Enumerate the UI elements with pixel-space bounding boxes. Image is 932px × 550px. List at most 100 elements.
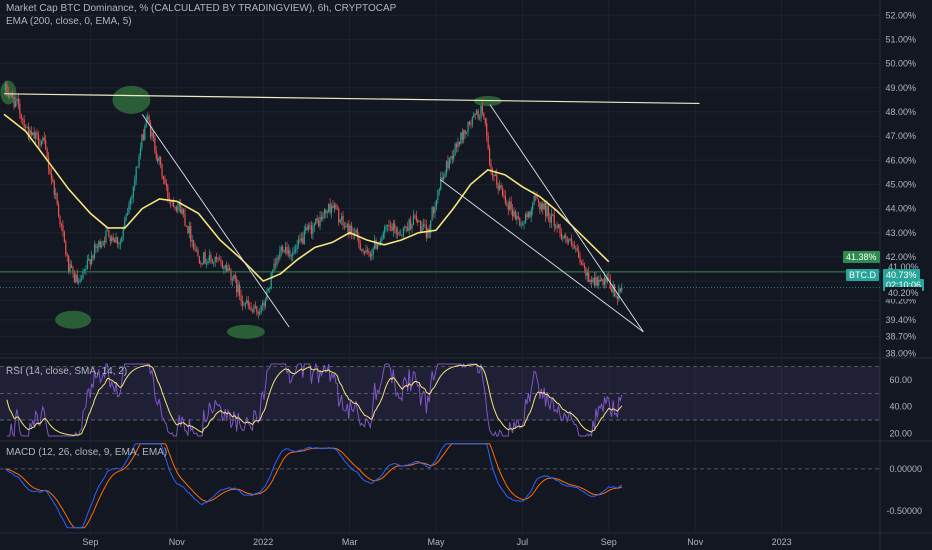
- candle-body: [395, 228, 397, 234]
- candle-body: [322, 215, 324, 220]
- candle-body: [177, 206, 179, 211]
- price-tick-label: 49.00%: [885, 83, 916, 93]
- candle-body: [264, 300, 267, 307]
- price-badge: 40.73%: [883, 269, 920, 281]
- candle-body: [557, 224, 560, 229]
- candle-body: [96, 246, 98, 249]
- macd-pane: [0, 443, 880, 529]
- candle-body: [68, 255, 70, 272]
- candle-body: [329, 203, 331, 213]
- candle-body: [52, 179, 54, 182]
- candle-body: [93, 244, 96, 258]
- candle-body: [82, 271, 84, 280]
- candle-body: [488, 148, 491, 165]
- candle-body: [348, 224, 350, 235]
- candle-body: [368, 251, 370, 254]
- price-tick-label: 52.00%: [885, 10, 916, 20]
- rsi-tick-label: 60.00: [889, 375, 912, 385]
- candle-body: [111, 237, 113, 242]
- rsi-pane: [0, 362, 880, 438]
- candle-body: [343, 226, 346, 228]
- highlight-marks: [0, 80, 502, 339]
- rsi-band: [0, 366, 880, 420]
- candle-body: [323, 210, 325, 216]
- candle-body: [221, 261, 223, 269]
- candle-body: [13, 97, 15, 107]
- candle-body: [477, 110, 479, 118]
- candle-body: [560, 232, 563, 239]
- candle-body: [523, 223, 525, 225]
- candle-body: [595, 277, 597, 286]
- candle-body: [461, 132, 463, 140]
- time-tick-label: Nov: [687, 537, 704, 547]
- candle-body: [103, 240, 106, 243]
- candle-body: [330, 205, 333, 213]
- symbol-badge[interactable]: BTC.D: [846, 269, 879, 281]
- candle-body: [359, 243, 361, 251]
- candle-body: [424, 224, 426, 226]
- trendline: [489, 104, 644, 333]
- candle-body: [371, 254, 373, 257]
- candle-body: [124, 220, 126, 229]
- candle-body: [451, 156, 453, 160]
- candle-body: [524, 213, 527, 224]
- candle-body: [375, 240, 377, 249]
- candle-body: [440, 177, 442, 190]
- candle-body: [565, 235, 567, 238]
- candle-body: [599, 279, 601, 282]
- candle-body: [474, 114, 476, 115]
- candles: [4, 80, 623, 319]
- candle-body: [85, 268, 87, 270]
- candle-body: [318, 220, 320, 227]
- candle-body: [454, 144, 456, 156]
- candle-body: [609, 279, 611, 289]
- candle-body: [349, 225, 351, 235]
- candle-body: [257, 312, 259, 314]
- candle-body: [32, 132, 34, 136]
- candle-body: [384, 226, 386, 233]
- candle-body: [568, 240, 570, 243]
- candle-body: [448, 157, 450, 169]
- candle-body: [509, 201, 511, 210]
- candle-body: [101, 245, 103, 248]
- chart-title: Market Cap BTC Dominance, % (CALCULATED …: [6, 3, 397, 14]
- candle-body: [576, 248, 578, 251]
- candle-body: [404, 226, 406, 228]
- candle-body: [116, 237, 119, 245]
- ema-line: [3, 113, 610, 283]
- candle-body: [297, 239, 300, 245]
- candle-body: [303, 230, 305, 244]
- candle-body: [601, 279, 603, 282]
- candle-body: [159, 156, 162, 165]
- candle-body: [226, 265, 228, 271]
- candle-body: [261, 302, 264, 306]
- candle-body: [351, 225, 353, 234]
- candle-body: [497, 184, 499, 190]
- candle-body: [382, 232, 384, 239]
- candle-body: [507, 205, 509, 210]
- candle-body: [244, 302, 246, 306]
- candle-body: [75, 274, 77, 282]
- candle-body: [402, 227, 404, 236]
- candle-body: [134, 179, 136, 187]
- candle-body: [195, 249, 198, 251]
- candle-body: [114, 239, 116, 243]
- candle-body: [519, 217, 521, 226]
- candle-body: [588, 272, 590, 282]
- candle-body: [33, 132, 35, 139]
- candle-body: [289, 250, 291, 257]
- candle-body: [210, 254, 212, 260]
- candle-body: [19, 103, 21, 114]
- candle-body: [613, 284, 616, 297]
- candle-body: [40, 140, 42, 146]
- price-tick-label: 51.00%: [885, 34, 916, 44]
- candle-body: [223, 268, 225, 269]
- rsi-tick-label: 40.00: [889, 402, 912, 412]
- candle-body: [397, 232, 399, 234]
- candle-body: [457, 142, 459, 148]
- candle-body: [386, 225, 389, 227]
- candle-body: [533, 196, 535, 205]
- candle-body: [296, 244, 298, 250]
- candle-body: [506, 203, 508, 206]
